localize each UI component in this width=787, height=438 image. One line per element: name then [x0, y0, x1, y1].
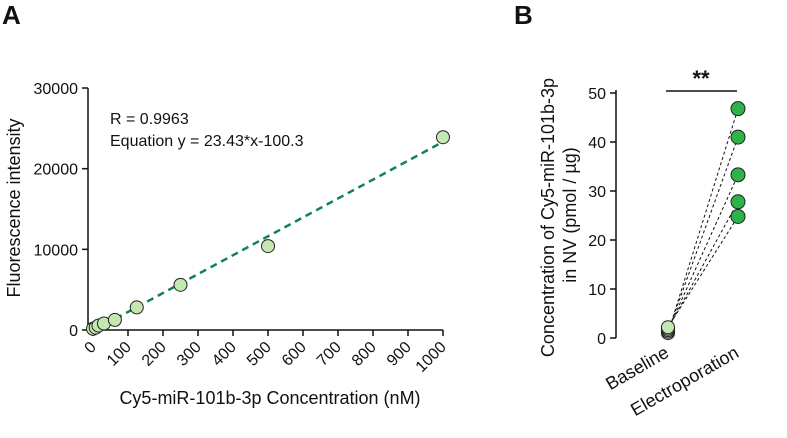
significance-marker: ** — [692, 66, 710, 91]
panel-b-points — [661, 101, 746, 341]
panel-a-data-point — [107, 312, 122, 327]
panel-b-y-tick-label: 20 — [588, 233, 606, 250]
panel-b-pair-line — [667, 174, 739, 331]
panel-a-x-tick-label: 300 — [174, 339, 205, 370]
panel-a-y-tick-label: 0 — [69, 323, 78, 340]
panel-a-x-tick-label: 100 — [104, 339, 135, 370]
panel-a-points — [86, 130, 450, 336]
panel-a-x-tick-label: 500 — [244, 339, 275, 370]
panel-a-fit-line — [93, 140, 444, 332]
panel-a-x-tick-label: 800 — [349, 339, 380, 370]
panel-a-y-tick-label: 30000 — [34, 81, 79, 98]
panel-a-data-point — [129, 300, 144, 315]
panel-b-pair-line — [667, 108, 739, 334]
panel-b-pair-line — [667, 201, 739, 329]
panel-b-electroporation-point — [730, 194, 746, 210]
panel-b-pair-lines — [667, 108, 739, 334]
panel-a-x-tick-label: 1000 — [413, 339, 450, 376]
annotation-equation: Equation y = 23.43*x-100.3 — [110, 133, 304, 150]
panel-b-y-label-line1: Concentration of Cy5-miR-101b-3p in NV (… — [538, 73, 580, 357]
panel-b-electroporation-point — [730, 129, 746, 145]
panel-a-x-tick-label: 900 — [384, 339, 415, 370]
panel-b-y-tick-label: 30 — [588, 184, 606, 201]
panel-a-data-point — [261, 239, 275, 254]
panel-a-y-label: Fluorescence intensity — [4, 118, 24, 297]
panel-b-y-label-line2-text: in NV (pmol / µg) — [560, 147, 580, 282]
panel-a-y-tick-label: 10000 — [34, 242, 79, 259]
panel-a-data-point — [173, 277, 188, 292]
panel-b-pair-line — [667, 136, 739, 332]
annotation-r-value: R = 0.9963 — [110, 111, 189, 128]
panel-b-y-label-line1-text: Concentration of Cy5-miR-101b-3p — [538, 78, 558, 357]
panel-b-electroporation-point — [730, 208, 746, 224]
panel-a-x-tick-label: 600 — [279, 339, 310, 370]
panel-a-data-point — [436, 130, 450, 145]
panel-b-electroporation-point — [730, 167, 746, 183]
panel-a-x-label: Cy5-miR-101b-3p Concentration (nM) — [119, 388, 420, 408]
panel-b-baseline-point — [661, 320, 675, 335]
panel-a-x-tick-label: 0 — [82, 339, 100, 357]
panel-a-x-tick-label: 400 — [209, 339, 240, 370]
panel-a-y-tick-label: 20000 — [34, 162, 79, 179]
panel-a-x-tick-label: 700 — [314, 339, 345, 370]
panel-b-y-tick-label: 50 — [588, 86, 606, 103]
panel-a-x-tick-label: 200 — [139, 339, 170, 370]
panel-a-regression-line — [93, 140, 444, 332]
panel-b-y-tick-label: 0 — [597, 331, 606, 348]
panel-letter-a: A — [2, 0, 21, 30]
panel-b-electroporation-point — [730, 101, 746, 117]
panel-a-y-ticks: 0 10000 20000 30000 — [34, 81, 88, 340]
panel-b-y-tick-label: 40 — [588, 135, 606, 152]
panel-letter-b: B — [514, 0, 533, 30]
panel-b-y-ticks: 0 10 20 30 40 50 — [588, 86, 616, 348]
panel-b-y-tick-label: 10 — [588, 282, 606, 299]
